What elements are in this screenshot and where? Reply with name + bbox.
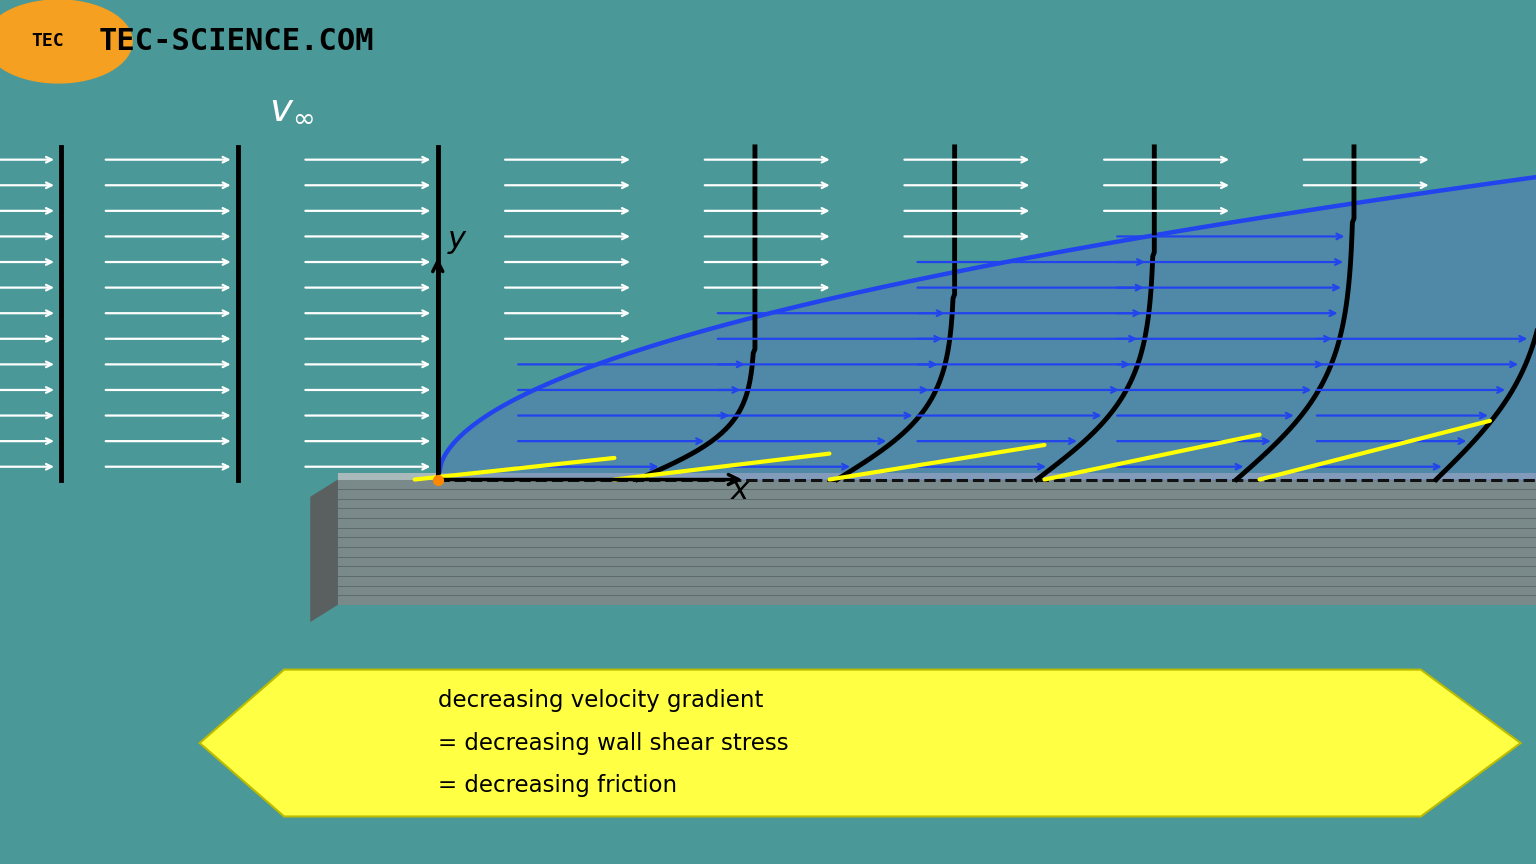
Text: TEC-SCIENCE.COM: TEC-SCIENCE.COM	[98, 27, 375, 56]
Text: $y$: $y$	[447, 227, 468, 257]
Text: $x$: $x$	[730, 476, 751, 505]
Polygon shape	[338, 473, 1536, 480]
Text: = decreasing wall shear stress: = decreasing wall shear stress	[438, 732, 788, 754]
Polygon shape	[310, 480, 338, 622]
Polygon shape	[200, 670, 1521, 816]
Text: = decreasing friction: = decreasing friction	[438, 774, 677, 797]
Text: TEC: TEC	[31, 33, 63, 50]
Text: decreasing velocity gradient: decreasing velocity gradient	[438, 689, 763, 712]
Text: $v_\infty$: $v_\infty$	[269, 89, 313, 127]
Polygon shape	[338, 480, 1536, 605]
Circle shape	[0, 0, 132, 83]
